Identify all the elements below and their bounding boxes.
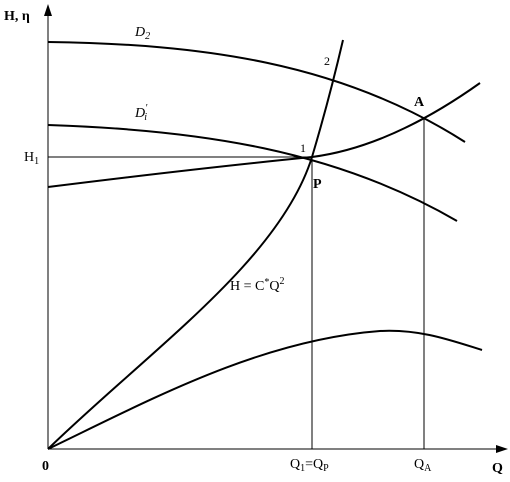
d1-label: D' i — [134, 103, 148, 123]
point-2: 2 — [324, 54, 330, 68]
q1-label: Q1=QP — [290, 457, 329, 474]
d1-curve — [47, 124, 458, 222]
h1-label: H1 — [24, 150, 39, 167]
point-1: 1 — [300, 141, 306, 155]
qa-label: QA — [414, 457, 432, 474]
y-arrow — [44, 4, 52, 16]
d2-curve — [47, 41, 466, 143]
y-label: H, η — [4, 9, 30, 24]
point-a: A — [414, 95, 425, 110]
x-label: Q — [492, 461, 503, 476]
system-label: H = C*Q2 — [230, 276, 284, 294]
x-arrow — [496, 445, 508, 453]
system-curve — [47, 39, 344, 450]
point-p: P — [313, 177, 322, 192]
combined-curve — [47, 82, 481, 188]
efficiency-curve — [47, 329, 483, 450]
origin-label: 0 — [42, 459, 49, 474]
d2-label: D2 — [134, 25, 150, 42]
